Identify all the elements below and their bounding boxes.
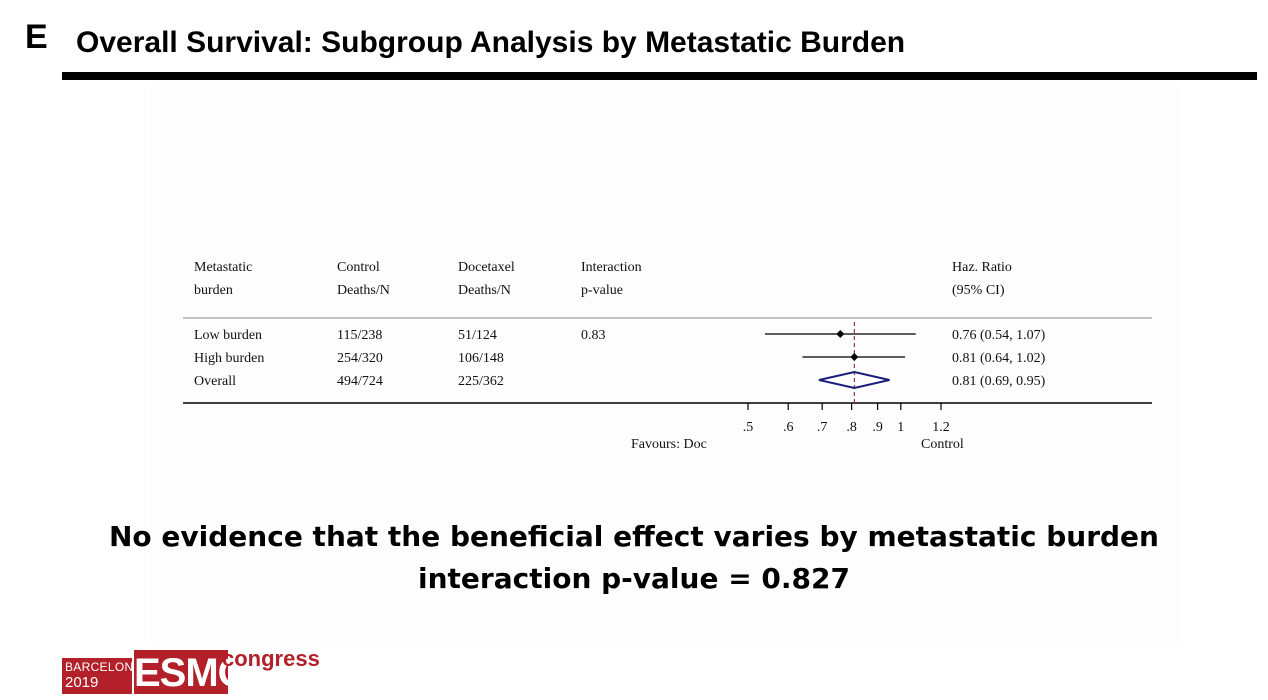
row-hr-text: 0.76 (0.54, 1.07) bbox=[952, 328, 1046, 343]
panel-letter: E bbox=[25, 18, 48, 56]
header-hr-line1: Haz. Ratio bbox=[952, 260, 1012, 275]
logo-word: congress bbox=[222, 646, 320, 671]
row-docetaxel: 225/362 bbox=[458, 374, 504, 389]
row-label: High burden bbox=[194, 351, 264, 366]
x-tick-label: .9 bbox=[872, 420, 883, 435]
x-tick-label: 1 bbox=[897, 420, 904, 435]
x-tick-label: .5 bbox=[743, 420, 754, 435]
header-control-line2: Deaths/N bbox=[337, 283, 390, 298]
favours-left-label: Favours: Doc bbox=[631, 437, 707, 452]
x-tick-label: .6 bbox=[783, 420, 794, 435]
row-label: Overall bbox=[194, 374, 236, 389]
x-tick-label: 1.2 bbox=[932, 420, 950, 435]
row-hr-text: 0.81 (0.64, 1.02) bbox=[952, 351, 1046, 366]
row-label: Low burden bbox=[194, 328, 262, 343]
slide-title: Overall Survival: Subgroup Analysis by M… bbox=[76, 26, 906, 59]
plot-background bbox=[150, 86, 1180, 646]
logo-city: BARCELONA bbox=[65, 660, 142, 674]
chart-marks: .5 .6 .7 .8 .9 1 1.2 bbox=[743, 322, 950, 435]
x-tick-label: .7 bbox=[817, 420, 828, 435]
conclusion-line2: interaction p-value = 0.827 bbox=[418, 562, 850, 595]
point-estimate bbox=[836, 330, 845, 338]
header-hr-line2: (95% CI) bbox=[952, 283, 1005, 298]
header-docetaxel-line2: Deaths/N bbox=[458, 283, 511, 298]
row-control: 494/724 bbox=[337, 374, 383, 389]
row-pvalue: 0.83 bbox=[581, 328, 606, 343]
row-hr-text: 0.81 (0.69, 0.95) bbox=[952, 374, 1046, 389]
row-control: 254/320 bbox=[337, 351, 383, 366]
overall-diamond bbox=[818, 370, 890, 390]
header-burden-line1: Metastatic bbox=[194, 260, 252, 275]
row-docetaxel: 51/124 bbox=[458, 328, 497, 343]
logo-city-block: BARCELONA 2019 bbox=[62, 658, 141, 694]
conclusion-line1: No evidence that the beneficial effect v… bbox=[109, 520, 1159, 553]
header-control-line1: Control bbox=[337, 260, 380, 275]
row-control: 115/238 bbox=[337, 328, 382, 343]
logo-year: 2019 bbox=[65, 674, 99, 691]
point-estimate bbox=[850, 353, 859, 361]
header-pvalue-line2: p-value bbox=[581, 283, 623, 298]
x-tick-label: .8 bbox=[846, 420, 857, 435]
row-docetaxel: 106/148 bbox=[458, 351, 504, 366]
header-pvalue-line1: Interaction bbox=[581, 260, 642, 275]
esmo-logo: BARCELONA 2019 ESMO congress bbox=[62, 646, 322, 696]
favours-right-label: Control bbox=[921, 437, 964, 452]
logo-brand: ESMO bbox=[134, 650, 249, 695]
header-docetaxel-line1: Docetaxel bbox=[458, 260, 515, 275]
header-burden-line2: burden bbox=[194, 283, 233, 298]
title-rule bbox=[62, 72, 1257, 80]
